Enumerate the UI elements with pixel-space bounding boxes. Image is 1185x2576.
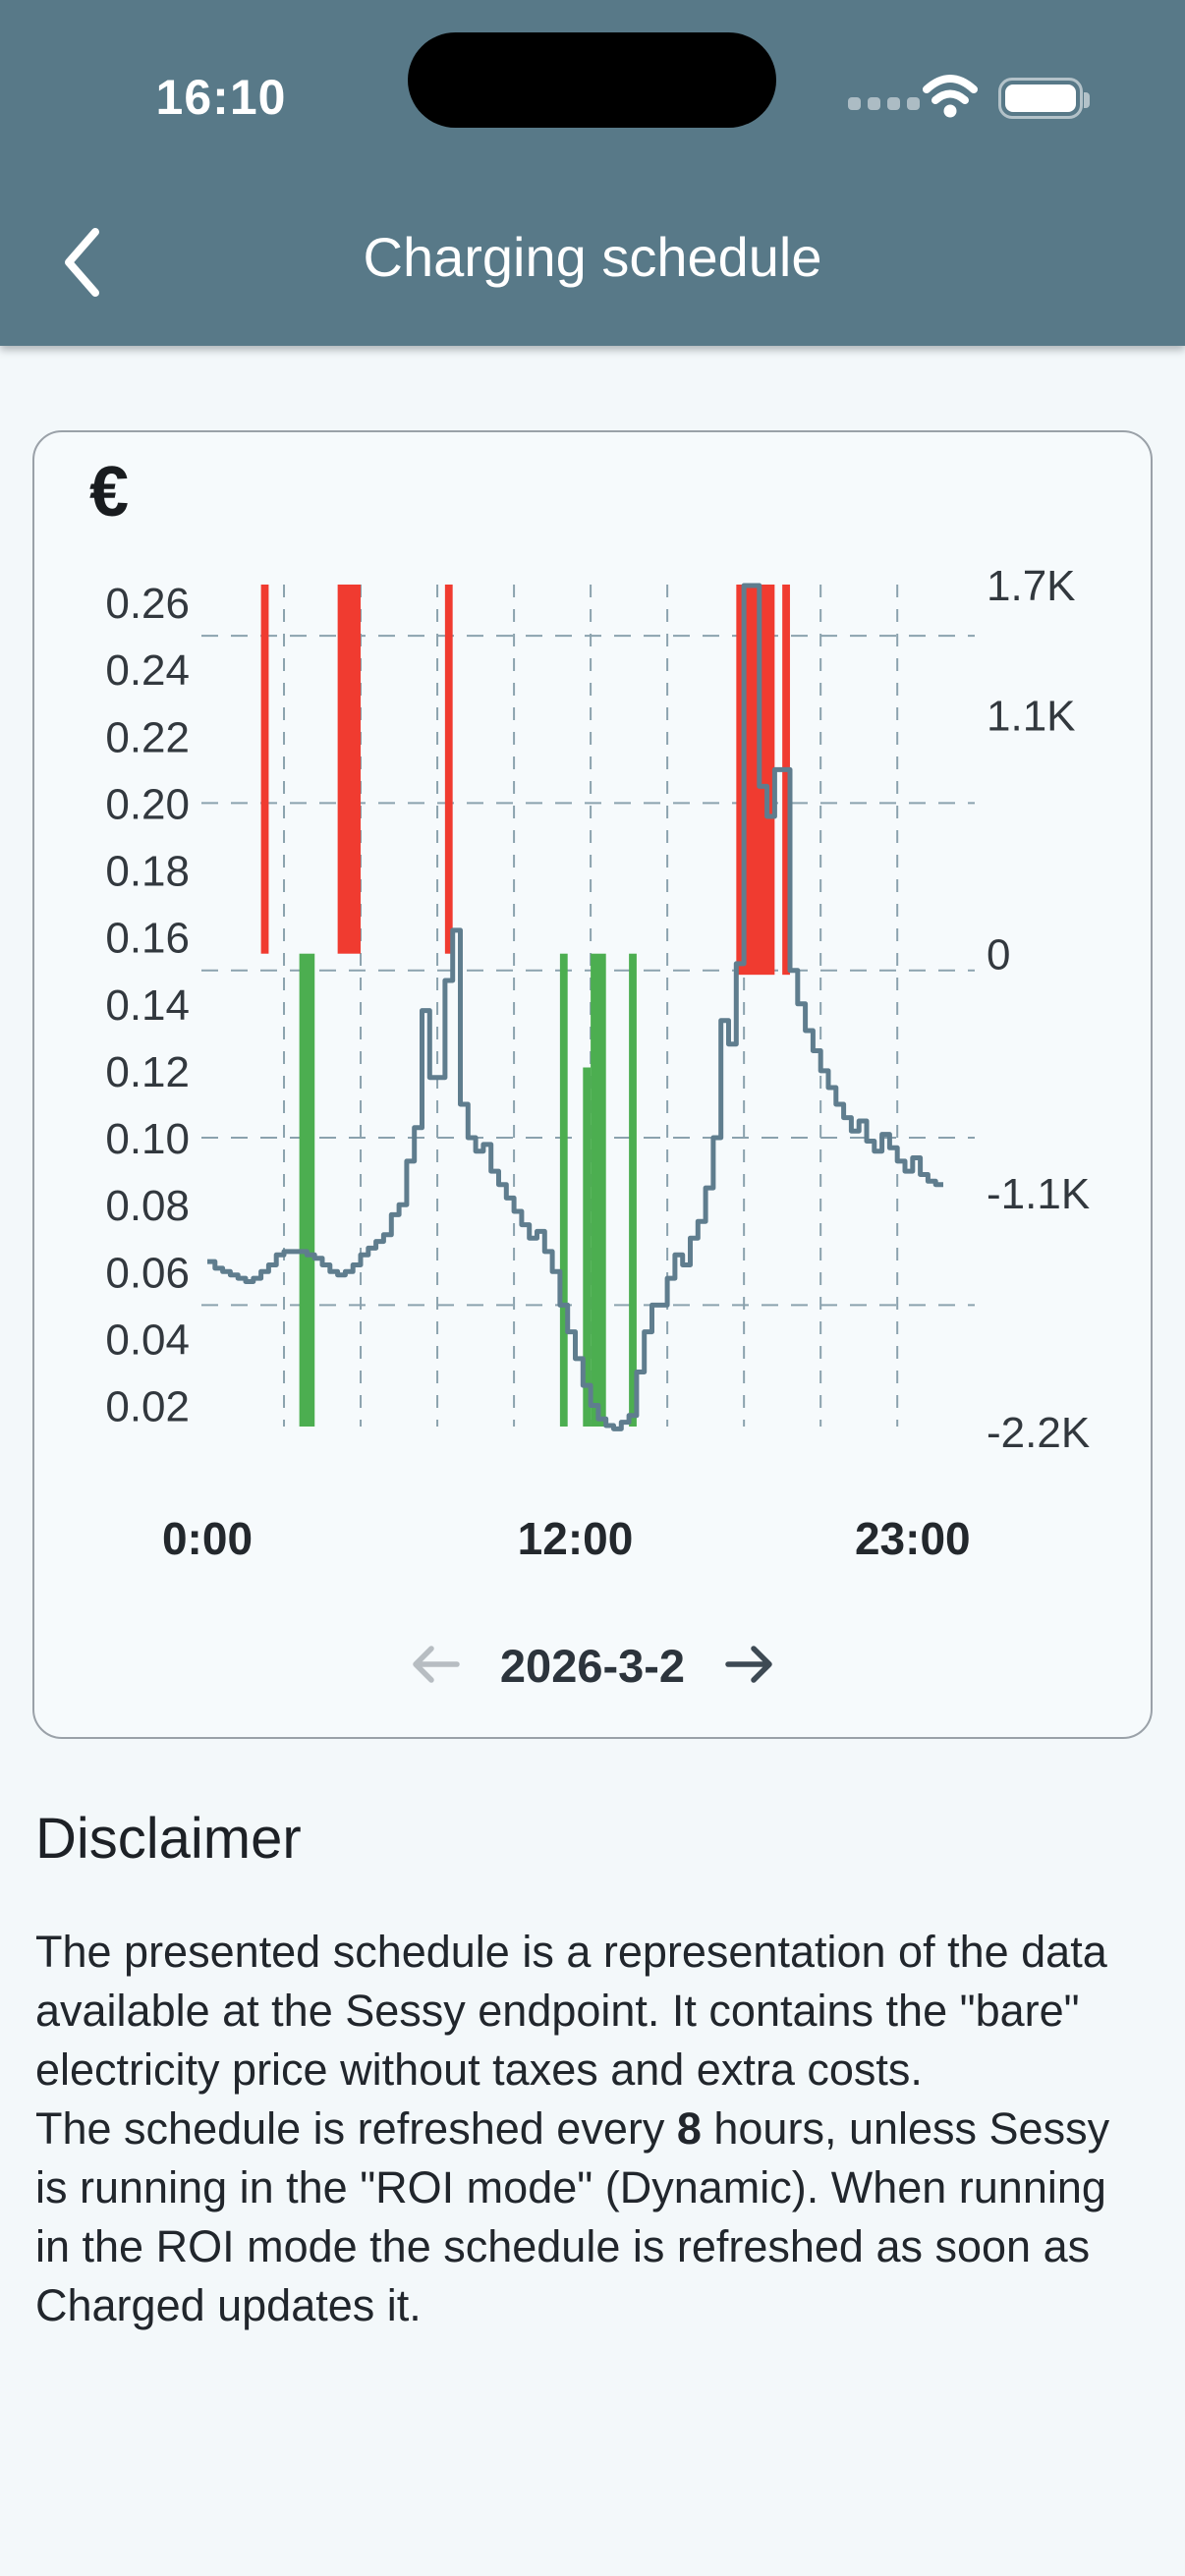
svg-text:0.12: 0.12 bbox=[105, 1048, 190, 1096]
svg-text:0:00: 0:00 bbox=[162, 1513, 253, 1564]
cellular-signal-icon bbox=[848, 97, 920, 110]
wifi-icon bbox=[922, 75, 979, 123]
back-chevron-icon bbox=[60, 227, 103, 303]
svg-text:-1.1K: -1.1K bbox=[987, 1170, 1090, 1218]
disclaimer-section: Disclaimer The presented schedule is a r… bbox=[35, 1806, 1150, 2335]
svg-text:0.22: 0.22 bbox=[105, 713, 190, 761]
previous-day-button[interactable] bbox=[408, 1642, 463, 1690]
svg-text:0.10: 0.10 bbox=[105, 1115, 190, 1163]
svg-text:12:00: 12:00 bbox=[518, 1513, 634, 1564]
svg-text:0.16: 0.16 bbox=[105, 915, 190, 963]
charging-schedule-card: € 0.26 0.24 0.22 0.20 0.18 0.16 0.14 0.12 0.10 0.… bbox=[32, 430, 1153, 1739]
svg-text:-2.2K: -2.2K bbox=[987, 1409, 1090, 1457]
svg-text:23:00: 23:00 bbox=[855, 1513, 971, 1564]
page-title: Charging schedule bbox=[363, 226, 822, 288]
svg-text:1.7K: 1.7K bbox=[987, 562, 1076, 610]
dynamic-island bbox=[408, 32, 776, 128]
svg-text:0.20: 0.20 bbox=[105, 780, 190, 828]
svg-text:0.18: 0.18 bbox=[105, 848, 190, 896]
disclaimer-line-2: The schedule is refreshed every 8 hours,… bbox=[35, 2103, 1110, 2330]
currency-axis-title: € bbox=[89, 453, 130, 532]
status-time: 16:10 bbox=[155, 70, 287, 125]
disclaimer-text: The presented schedule is a representati… bbox=[35, 1923, 1150, 2335]
date-navigation: 2026-3-2 bbox=[34, 1639, 1151, 1693]
navigation-bar: Charging schedule bbox=[0, 201, 1185, 319]
battery-icon bbox=[998, 78, 1090, 119]
disclaimer-heading: Disclaimer bbox=[35, 1807, 302, 1871]
next-day-button[interactable] bbox=[722, 1642, 777, 1690]
svg-text:0: 0 bbox=[987, 931, 1010, 980]
selected-date: 2026-3-2 bbox=[499, 1640, 686, 1692]
svg-text:0.08: 0.08 bbox=[105, 1182, 190, 1230]
back-button[interactable] bbox=[47, 219, 116, 308]
svg-text:1.1K: 1.1K bbox=[987, 693, 1076, 741]
svg-text:0.14: 0.14 bbox=[105, 981, 190, 1030]
arrow-left-icon bbox=[408, 1646, 463, 1690]
svg-text:0.06: 0.06 bbox=[105, 1249, 190, 1297]
svg-text:0.04: 0.04 bbox=[105, 1316, 190, 1364]
svg-text:0.02: 0.02 bbox=[105, 1383, 190, 1431]
svg-text:0.26: 0.26 bbox=[105, 580, 190, 628]
disclaimer-line-1: The presented schedule is a representati… bbox=[35, 1927, 1107, 2095]
price-chart: 0.26 0.24 0.22 0.20 0.18 0.16 0.14 0.12 0.10 0.08… bbox=[105, 562, 1090, 1564]
app-header: 16:10 Charging schedule bbox=[0, 0, 1185, 346]
svg-text:0.24: 0.24 bbox=[105, 646, 190, 695]
arrow-right-icon bbox=[722, 1646, 777, 1690]
